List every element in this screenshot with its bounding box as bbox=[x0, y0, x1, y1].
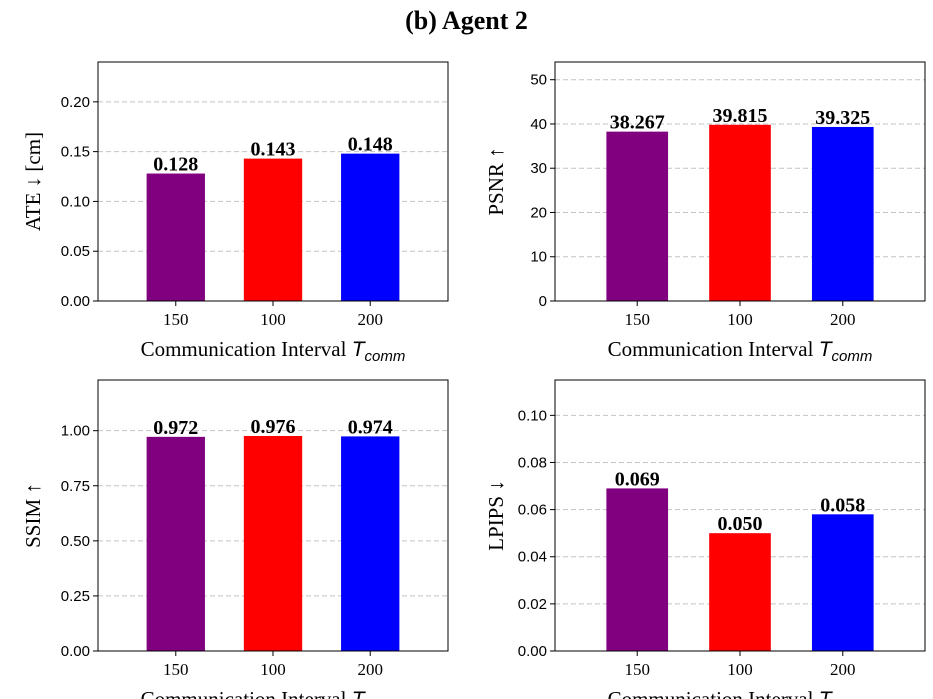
y-tick-label: 50 bbox=[530, 72, 547, 89]
y-tick-label: 0.06 bbox=[518, 502, 547, 519]
x-axis-label-subscript: comm bbox=[365, 348, 406, 365]
bar-value-label: 0.143 bbox=[251, 139, 296, 161]
y-tick-label: 0.00 bbox=[518, 643, 547, 660]
bar-150 bbox=[606, 488, 669, 651]
y-tick-label: 20 bbox=[530, 204, 547, 221]
bar-100 bbox=[709, 124, 771, 301]
bar-value-label: 0.148 bbox=[348, 134, 393, 156]
bar-150 bbox=[146, 436, 205, 651]
y-axis-label: LPIPS ↓ bbox=[484, 480, 508, 551]
x-axis-label-symbol: T bbox=[819, 688, 834, 699]
bar-value-label: 38.267 bbox=[610, 112, 665, 134]
plot-frame bbox=[97, 61, 449, 302]
x-tick-label: 150 bbox=[163, 310, 189, 329]
bar-100 bbox=[243, 158, 303, 301]
bar-200 bbox=[341, 153, 400, 301]
x-tick-label: 200 bbox=[357, 660, 383, 679]
x-axis-label: Communication Interval Tcomm bbox=[608, 337, 873, 365]
bar-value-label: 0.128 bbox=[153, 154, 198, 176]
y-tick-label: 0.15 bbox=[61, 144, 90, 161]
y-tick-label: 0.10 bbox=[61, 193, 90, 210]
y-tick-label: 0.00 bbox=[61, 643, 90, 660]
bar-200 bbox=[811, 514, 874, 651]
bar-200 bbox=[341, 436, 400, 651]
y-tick-label: 0 bbox=[539, 293, 547, 310]
y-tick-label: 0.10 bbox=[518, 407, 547, 424]
x-axis-label-text: Communication Interval bbox=[141, 337, 352, 361]
x-axis-label-subscript: comm bbox=[832, 348, 873, 365]
bar-value-label: 0.974 bbox=[348, 416, 393, 438]
y-axis-label: PSNR ↑ bbox=[484, 147, 508, 215]
x-axis-label: Communication Interval Tcomm bbox=[608, 687, 873, 699]
y-tick-label: 10 bbox=[530, 249, 547, 266]
y-tick-label: 1.00 bbox=[61, 423, 90, 440]
y-axis-label: SSIM ↑ bbox=[21, 483, 45, 548]
x-tick-label: 200 bbox=[830, 310, 856, 329]
y-tick-label: 0.05 bbox=[61, 243, 90, 260]
plot-frame bbox=[97, 379, 449, 652]
x-tick-label: 200 bbox=[830, 660, 856, 679]
x-axis-label-text: Communication Interval bbox=[141, 687, 352, 699]
y-tick-label: 0.25 bbox=[61, 588, 90, 605]
plot-frame bbox=[554, 379, 926, 652]
x-axis-label: Communication Interval Tcomm bbox=[141, 687, 406, 699]
bar-150 bbox=[606, 131, 669, 301]
x-tick-label: 150 bbox=[163, 660, 189, 679]
bar-100 bbox=[243, 435, 303, 651]
bar-value-label: 0.050 bbox=[718, 513, 763, 535]
x-axis-label-text: Communication Interval bbox=[608, 687, 819, 699]
bar-200 bbox=[811, 126, 874, 301]
chart-panel-1: 0.00 0.05 0.10 0.15 0.20 0.128 150 0.143 100 0.14… bbox=[21, 61, 449, 365]
x-axis-label-symbol: T bbox=[819, 338, 834, 361]
y-tick-label: 0.04 bbox=[518, 549, 547, 566]
y-tick-label: 0.75 bbox=[61, 478, 90, 495]
plot-frame bbox=[554, 61, 926, 302]
x-tick-label: 150 bbox=[624, 310, 650, 329]
bar-value-label: 39.325 bbox=[815, 107, 870, 129]
x-tick-label: 100 bbox=[260, 660, 286, 679]
x-axis-label-symbol: T bbox=[352, 688, 367, 699]
x-tick-label: 150 bbox=[624, 660, 650, 679]
y-tick-label: 0.00 bbox=[61, 293, 90, 310]
x-axis-label: Communication Interval Tcomm bbox=[141, 337, 406, 365]
y-tick-label: 40 bbox=[530, 116, 547, 133]
bar-100 bbox=[709, 533, 771, 651]
bar-150 bbox=[146, 173, 205, 301]
y-tick-label: 0.08 bbox=[518, 454, 547, 471]
y-tick-label: 0.50 bbox=[61, 533, 90, 550]
chart-panel-2: 0 10 20 30 40 50 38.267 150 39.815 100 39.325 200 Co… bbox=[484, 61, 926, 365]
bar-value-label: 0.976 bbox=[251, 416, 296, 438]
y-tick-label: 0.02 bbox=[518, 596, 547, 613]
bar-value-label: 0.972 bbox=[153, 417, 198, 439]
x-tick-label: 100 bbox=[727, 310, 753, 329]
chart-panel-4: 0.00 0.02 0.04 0.06 0.08 0.10 0.069 150 0.050 100… bbox=[484, 379, 926, 699]
y-tick-label: 30 bbox=[530, 160, 547, 177]
x-tick-label: 100 bbox=[260, 310, 286, 329]
bar-value-label: 0.058 bbox=[820, 494, 865, 516]
y-tick-label: 0.20 bbox=[61, 94, 90, 111]
bar-value-label: 39.815 bbox=[713, 105, 768, 127]
figure-title: (b) Agent 2 bbox=[405, 6, 528, 35]
bar-value-label: 0.069 bbox=[615, 468, 660, 490]
y-axis-label: ATE ↓ [cm] bbox=[21, 132, 45, 231]
x-axis-label-text: Communication Interval bbox=[608, 337, 819, 361]
x-axis-label-symbol: T bbox=[352, 338, 367, 361]
chart-panel-3: 0.00 0.25 0.50 0.75 1.00 0.972 150 0.976 100 0.97… bbox=[21, 379, 449, 699]
x-tick-label: 100 bbox=[727, 660, 753, 679]
x-tick-label: 200 bbox=[357, 310, 383, 329]
